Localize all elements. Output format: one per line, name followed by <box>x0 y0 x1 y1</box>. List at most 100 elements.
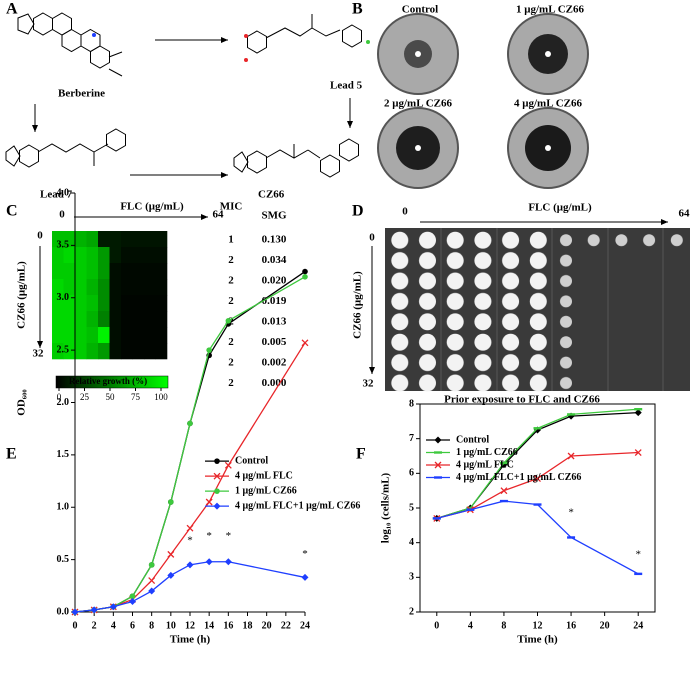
x-tick-label: 24 <box>633 620 643 631</box>
spots <box>386 230 553 394</box>
marker <box>466 506 475 510</box>
disk <box>545 145 551 151</box>
x-tick-label: 6 <box>130 620 135 631</box>
atom <box>244 58 248 62</box>
marker <box>434 451 442 454</box>
heatmap-cell <box>98 279 110 296</box>
heatmap-cell <box>121 279 133 296</box>
annotation: * <box>187 534 193 546</box>
heatmap-cell <box>98 327 110 344</box>
marker <box>634 449 642 456</box>
marker <box>148 587 156 595</box>
caption: Prior exposure to FLC and CZ66 <box>444 394 600 406</box>
marker <box>206 347 212 353</box>
heatmap-cell <box>109 343 122 360</box>
series-line <box>436 408 639 520</box>
marker <box>434 476 442 479</box>
marker <box>432 517 441 520</box>
x-tick-label: 20 <box>262 620 272 631</box>
marker <box>186 561 194 569</box>
marker <box>71 608 79 616</box>
compound-label: Berberine <box>58 88 105 100</box>
atom <box>92 33 96 37</box>
ring <box>106 128 126 152</box>
x-tick-label: 0 <box>434 620 439 631</box>
heatmap-cell <box>144 279 156 296</box>
bond <box>108 51 123 77</box>
spots <box>552 250 580 394</box>
colorbar-tick-label: 50 <box>106 392 116 402</box>
heatmap-cell <box>132 295 145 312</box>
colorbar-tick-label: 75 <box>131 392 141 402</box>
heatmap-cell <box>132 311 145 328</box>
legend-label: 4 μg/mL FLC+1 μg/mL CZ66 <box>456 472 581 483</box>
heatmap-cell <box>144 263 156 280</box>
marker <box>434 461 442 469</box>
ring <box>320 154 340 178</box>
x-tick-label: 12 <box>185 620 195 631</box>
marker <box>167 550 175 558</box>
ring <box>61 29 82 52</box>
ring <box>247 30 267 54</box>
ring <box>17 13 35 35</box>
table-cell: 2 <box>228 275 234 287</box>
table-cell: 0.005 <box>262 336 287 348</box>
bond <box>265 144 321 159</box>
table-cell: 2 <box>228 357 234 369</box>
heatmap-cell <box>75 279 87 296</box>
y-tick-label: 3 <box>409 572 414 583</box>
marker <box>129 598 136 606</box>
heatmap-cell <box>121 231 133 248</box>
x-label: Time (h) <box>170 634 211 646</box>
table-cell: 0.002 <box>262 357 287 369</box>
x-tick-label: 64 <box>213 209 225 221</box>
heatmap-cell <box>75 263 87 280</box>
x-tick-label: 8 <box>501 620 506 631</box>
disk <box>545 51 551 57</box>
heatmap-cell <box>86 343 99 360</box>
heatmap-cell <box>75 247 87 264</box>
colorbar-title: Relative growth (%) <box>69 376 147 386</box>
heatmap-cell <box>86 327 99 344</box>
x-end: 64 <box>679 208 691 220</box>
table-header: MIC <box>220 201 243 213</box>
heatmap-cell <box>155 327 168 344</box>
heatmap-cell <box>121 311 133 328</box>
marker <box>500 487 508 495</box>
x-tick-label: 16 <box>223 620 233 631</box>
marker <box>302 274 308 280</box>
spot-assay: 0 FLC (μg/mL) 64 0 32 CZ66 (μg/mL) Prior… <box>352 202 691 406</box>
y-tick-label: 0.0 <box>57 606 70 617</box>
y-tick-label: 3.5 <box>57 240 70 251</box>
x-start: 0 <box>402 206 408 218</box>
y-label: CZ66 (μg/mL) <box>16 261 28 329</box>
heatmap-cell <box>121 327 133 344</box>
x-tick-label: 0 <box>73 620 78 631</box>
ring <box>339 138 359 162</box>
heatmap-cell <box>155 311 168 328</box>
annotation: * <box>635 548 641 560</box>
heatmap-cell <box>86 263 99 280</box>
marker <box>213 502 221 510</box>
annotation: * <box>226 530 232 542</box>
x-tick-label: 8 <box>149 620 154 631</box>
heatmap-cell <box>52 311 64 328</box>
plate-label: Control <box>402 4 438 16</box>
panel-label: A <box>6 1 18 18</box>
heatmap-cell <box>63 247 76 264</box>
table-cell: 2 <box>228 295 234 307</box>
compound-label: Lead 7 <box>40 189 73 201</box>
heatmap-cell <box>155 247 168 264</box>
panel-label: B <box>352 1 363 18</box>
heatmap-cell <box>155 295 168 312</box>
colorbar-tick-label: 25 <box>80 392 90 402</box>
table-cell: 0.130 <box>262 234 287 246</box>
y-tick-label: 2.5 <box>57 344 70 355</box>
legend-label: 1 μg/mL CZ66 <box>456 447 518 458</box>
heatmap-cell <box>121 247 133 264</box>
structures: Berberine Lead 5 Lead 7 CZ66 <box>5 12 370 201</box>
panel-label: D <box>352 203 364 220</box>
y-tick-label: 0.5 <box>57 554 70 565</box>
x-tick-label: 12 <box>533 620 543 631</box>
y-end: 32 <box>363 378 375 390</box>
